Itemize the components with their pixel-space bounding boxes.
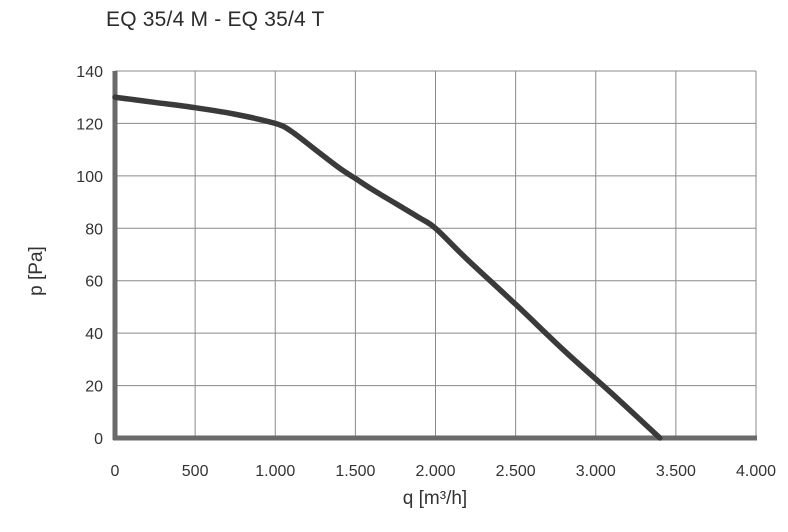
x-tick-label: 500 xyxy=(182,463,209,480)
x-tick-label: 3.500 xyxy=(656,463,696,480)
chart-title: EQ 35/4 M - EQ 35/4 T xyxy=(106,8,325,31)
y-tick-label: 60 xyxy=(85,274,103,291)
y-axis-title: p [Pa] xyxy=(26,246,47,296)
y-tick-label: 20 xyxy=(85,379,103,396)
grid xyxy=(114,70,757,439)
y-tick-label: 0 xyxy=(94,431,103,448)
x-tick-label: 4.000 xyxy=(736,463,776,480)
x-tick-label: 1.000 xyxy=(255,463,295,480)
x-tick-labels: 0 500 1.000 1.500 2.000 2.500 3.000 3.500 4.000 xyxy=(111,463,777,480)
axes xyxy=(112,71,757,441)
x-tick-label: 0 xyxy=(111,463,120,480)
y-tick-label: 80 xyxy=(85,221,103,238)
x-tick-label: 2.000 xyxy=(415,463,455,480)
x-tick-label: 2.500 xyxy=(496,463,536,480)
y-tick-label: 120 xyxy=(76,116,103,133)
x-tick-label: 1.500 xyxy=(335,463,375,480)
series-layer xyxy=(112,94,663,441)
y-tick-label: 100 xyxy=(76,169,103,186)
y-tick-labels: 0 20 40 60 80 100 120 140 xyxy=(76,64,103,448)
x-axis-title: q [m³/h] xyxy=(403,488,467,509)
x-tick-label: 3.000 xyxy=(576,463,616,480)
y-tick-label: 140 xyxy=(76,64,103,81)
y-tick-label: 40 xyxy=(85,326,103,343)
series-line xyxy=(112,94,663,441)
